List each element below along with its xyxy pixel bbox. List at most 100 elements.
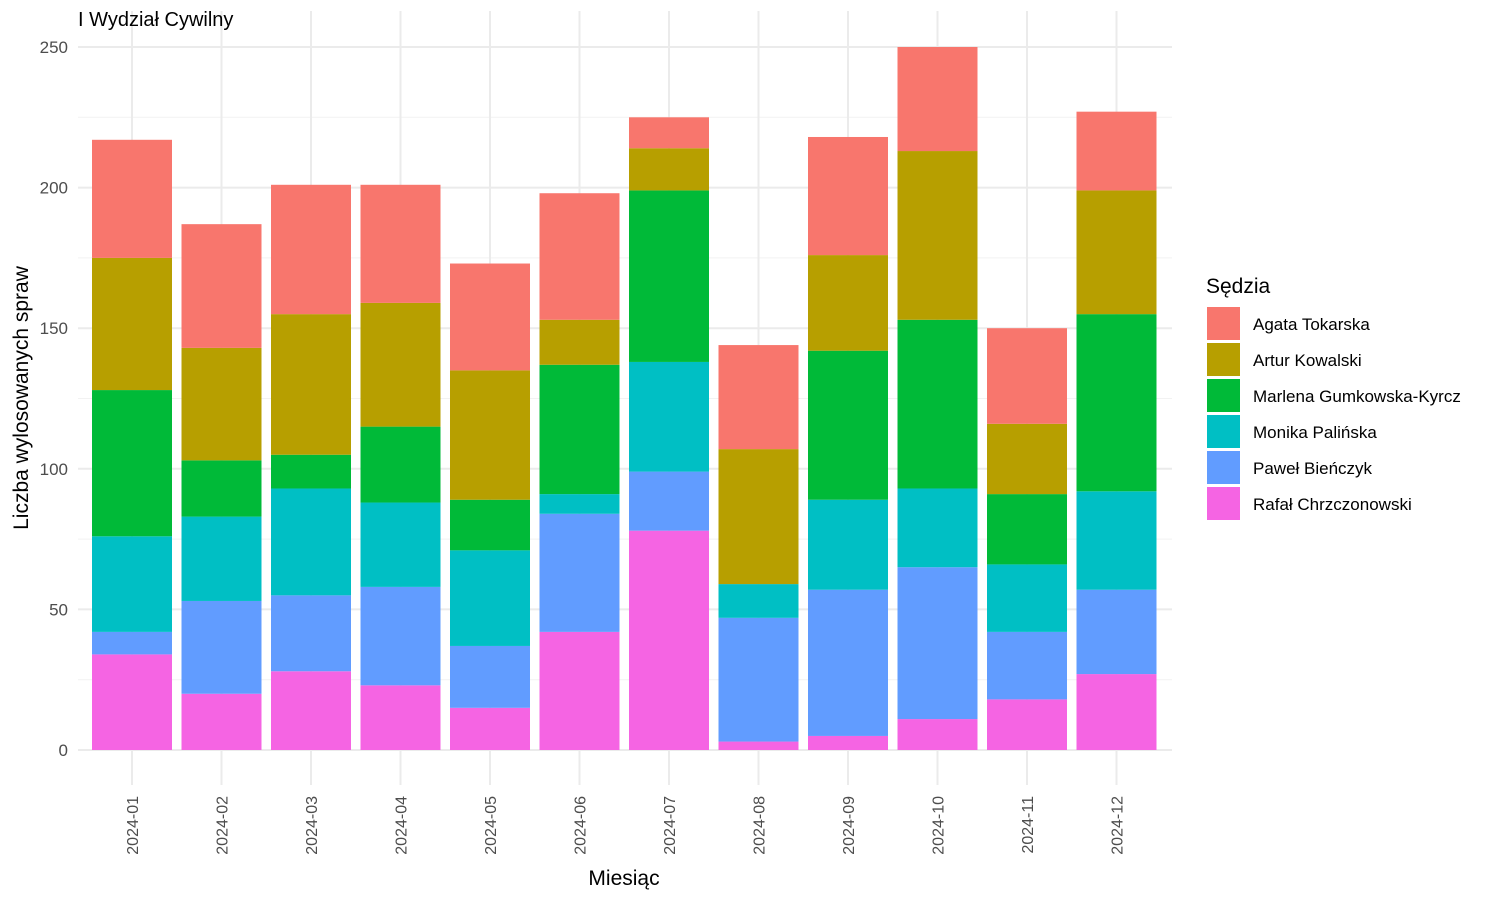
bar-segment bbox=[92, 631, 172, 655]
x-tick-label: 2024-06 bbox=[573, 796, 590, 855]
bar-segment bbox=[92, 654, 172, 750]
bar-segment bbox=[718, 741, 799, 750]
bar-segment bbox=[718, 584, 799, 618]
bar-segment bbox=[450, 707, 530, 750]
bar-segment bbox=[1076, 589, 1157, 675]
bar-segment bbox=[629, 148, 709, 191]
y-axis-title: Liczba wylosowanych spraw bbox=[10, 265, 33, 530]
bar-segment bbox=[450, 550, 530, 646]
bar-segment bbox=[271, 488, 351, 596]
legend: Sędzia Agata Tokarska Artur Kowalski Marle… bbox=[1206, 275, 1461, 520]
bar-segment bbox=[897, 567, 978, 720]
legend-swatch bbox=[1207, 415, 1240, 448]
x-tick-label: 2024-09 bbox=[841, 796, 858, 855]
bar-segment bbox=[629, 530, 709, 750]
bar-segment bbox=[271, 314, 351, 455]
bar-segment bbox=[181, 600, 262, 694]
legend-swatch bbox=[1207, 343, 1240, 376]
bar-segment bbox=[271, 671, 351, 750]
bar-segment bbox=[92, 390, 172, 537]
bar-segment bbox=[808, 255, 888, 351]
bars bbox=[92, 47, 1157, 750]
bar-segment bbox=[271, 595, 351, 672]
legend-swatch bbox=[1207, 487, 1240, 520]
bar-segment bbox=[181, 516, 262, 601]
bar-segment bbox=[629, 190, 709, 362]
y-tick-label: 250 bbox=[40, 38, 68, 57]
y-tick-label: 50 bbox=[49, 600, 68, 619]
bar-segment bbox=[181, 693, 262, 750]
x-tick-label: 2024-04 bbox=[394, 796, 411, 855]
x-axis-title: Miesiąc bbox=[588, 867, 659, 890]
bar-segment bbox=[360, 426, 441, 503]
bar-segment bbox=[897, 151, 978, 320]
y-tick-label: 100 bbox=[40, 460, 68, 479]
bar-segment bbox=[808, 589, 888, 736]
x-tick-label: 2024-10 bbox=[931, 796, 948, 855]
bar-segment bbox=[450, 263, 530, 371]
bar-segment bbox=[450, 645, 530, 708]
bar-segment bbox=[539, 494, 620, 514]
legend-title: Sędzia bbox=[1206, 275, 1271, 298]
chart-title: I Wydział Cywilny bbox=[78, 9, 233, 31]
bar-segment bbox=[92, 139, 172, 258]
y-axis: 0 50 100 150 200 250 bbox=[40, 38, 68, 760]
bar-segment bbox=[360, 502, 441, 587]
x-tick-label: 2024-03 bbox=[304, 796, 321, 855]
bar-segment bbox=[897, 319, 978, 489]
bar-segment bbox=[539, 364, 620, 495]
bar-segment bbox=[718, 345, 799, 450]
legend-label: Marlena Gumkowska-Kyrcz bbox=[1253, 387, 1461, 406]
bar-segment bbox=[181, 224, 262, 348]
bar-segment bbox=[450, 499, 530, 551]
bar-segment bbox=[897, 488, 978, 568]
x-tick-label: 2024-07 bbox=[662, 796, 679, 855]
bar-segment bbox=[92, 536, 172, 632]
bar-segment bbox=[271, 184, 351, 315]
legend-label: Monika Palińska bbox=[1253, 423, 1377, 442]
bar-segment bbox=[808, 350, 888, 500]
legend-swatch bbox=[1207, 451, 1240, 484]
bar-segment bbox=[360, 586, 441, 686]
bar-segment bbox=[718, 449, 799, 585]
x-tick-label: 2024-05 bbox=[483, 796, 500, 855]
bar-segment bbox=[539, 513, 620, 632]
bar-segment bbox=[629, 361, 709, 472]
y-tick-label: 150 bbox=[40, 319, 68, 338]
bar-segment bbox=[360, 685, 441, 750]
bar-segment bbox=[629, 471, 709, 531]
bar-segment bbox=[360, 184, 441, 303]
x-tick-label: 2024-11 bbox=[1020, 796, 1037, 854]
bar-segment bbox=[539, 631, 620, 750]
bar-segment bbox=[987, 699, 1067, 750]
x-axis: 2024-01 2024-02 2024-03 2024-04 2024-05 2024-… bbox=[125, 796, 1127, 855]
bar-segment bbox=[897, 719, 978, 750]
bar-segment bbox=[1076, 674, 1157, 750]
bar-segment bbox=[360, 302, 441, 427]
bar-segment bbox=[539, 193, 620, 320]
bar-segment bbox=[629, 117, 709, 149]
bar-segment bbox=[539, 319, 620, 365]
bar-segment bbox=[1076, 491, 1157, 590]
bar-segment bbox=[718, 617, 799, 742]
bar-segment bbox=[271, 454, 351, 489]
bar-segment bbox=[987, 494, 1067, 565]
bar-segment bbox=[181, 347, 262, 461]
x-tick-label: 2024-12 bbox=[1110, 796, 1127, 855]
bar-segment bbox=[987, 564, 1067, 632]
bar-segment bbox=[450, 370, 530, 500]
bar-segment bbox=[181, 460, 262, 517]
bar-segment bbox=[987, 631, 1067, 700]
legend-swatch bbox=[1207, 379, 1240, 412]
legend-label: Rafał Chrzczonowski bbox=[1253, 495, 1412, 514]
bar-segment bbox=[808, 735, 888, 750]
legend-label: Paweł Bieńczyk bbox=[1253, 459, 1373, 478]
bar-segment bbox=[92, 257, 172, 391]
x-tick-label: 2024-02 bbox=[215, 796, 232, 855]
bar-segment bbox=[1076, 190, 1157, 315]
bar-segment bbox=[987, 328, 1067, 424]
x-tick-label: 2024-01 bbox=[125, 796, 142, 855]
legend-swatch bbox=[1207, 307, 1240, 340]
